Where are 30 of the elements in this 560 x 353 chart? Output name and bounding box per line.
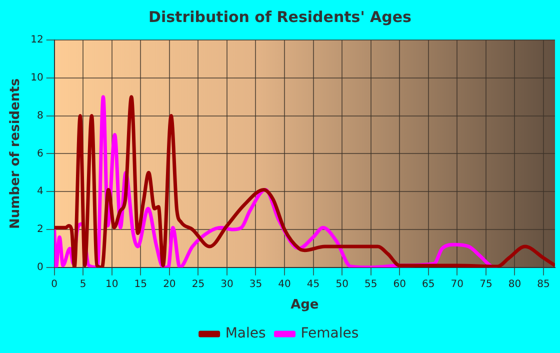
x-tick-label: 0 <box>51 278 58 290</box>
x-tick-label: 50 <box>336 278 348 290</box>
y-tick-label: 12 <box>30 34 44 46</box>
x-axis-title: Age <box>290 298 319 313</box>
x-tick-label: 80 <box>508 278 522 290</box>
x-tick-label: 35 <box>249 278 262 290</box>
x-tick-label: 40 <box>278 278 291 290</box>
x-tick-label: 65 <box>422 278 435 290</box>
legend-label: Females <box>300 326 359 342</box>
x-tick-label: 75 <box>480 278 492 290</box>
x-tick-label: 25 <box>192 278 205 290</box>
legend-label: Males <box>225 326 266 342</box>
chart-title: Distribution of Residents' Ages <box>148 8 412 26</box>
y-tick-label: 0 <box>36 262 44 273</box>
x-tick-label: 85 <box>537 278 550 290</box>
y-tick-label: 6 <box>36 148 44 160</box>
x-tick-label: 15 <box>134 278 148 290</box>
x-tick-label: 30 <box>220 278 234 290</box>
y-tick-label: 4 <box>36 186 44 198</box>
x-tick-label: 10 <box>106 278 118 290</box>
x-tick-label: 5 <box>80 278 86 290</box>
x-tick-label: 45 <box>306 278 320 290</box>
x-tick-label: 55 <box>364 278 378 290</box>
y-tick-label: 10 <box>30 72 44 84</box>
x-tick-label: 20 <box>163 278 176 290</box>
y-tick-label: 2 <box>36 224 44 236</box>
y-axis-title: Number of residents <box>8 78 24 230</box>
x-tick-label: 60 <box>393 278 406 290</box>
x-tick-label: 70 <box>450 278 464 290</box>
y-tick-label: 8 <box>36 110 44 122</box>
